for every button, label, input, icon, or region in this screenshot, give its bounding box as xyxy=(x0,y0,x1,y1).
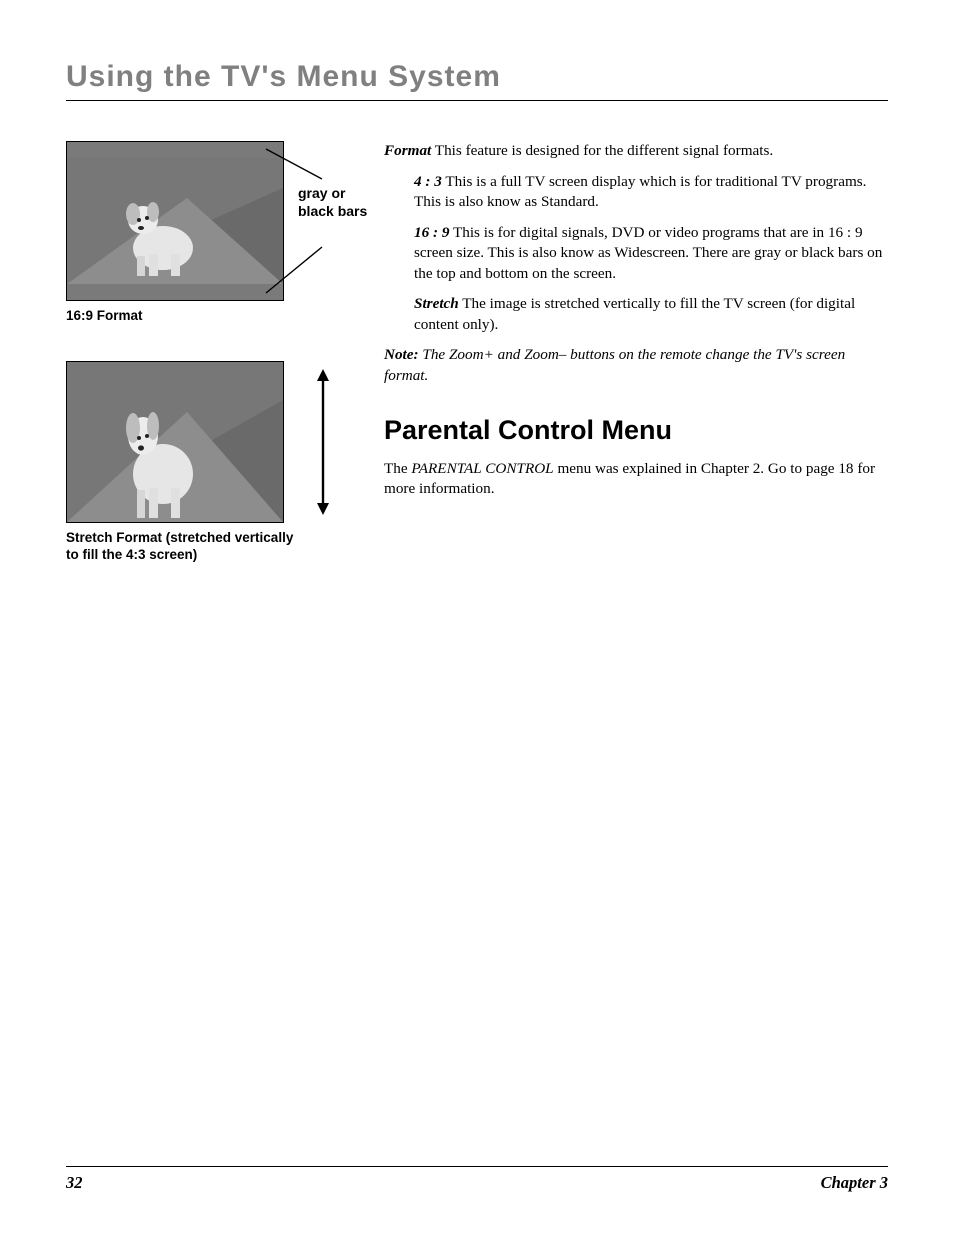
figure-16-9-frame xyxy=(66,141,284,301)
para-format: Format This feature is designed for the … xyxy=(384,141,888,162)
letterbox-bar-top xyxy=(67,142,283,158)
content-row: gray or black bars 16:9 Format xyxy=(66,141,888,564)
para-4-3: 4 : 3 This is a full TV screen display w… xyxy=(414,172,888,213)
caption-16-9: 16:9 Format xyxy=(66,307,376,325)
desc-format: This feature is designed for the differe… xyxy=(431,142,773,159)
figure-16-9: gray or black bars xyxy=(66,141,376,301)
para-16-9: 16 : 9 This is for digital signals, DVD … xyxy=(414,223,888,285)
letterbox-bar-bottom xyxy=(67,284,283,300)
term-format: Format xyxy=(384,142,431,159)
note-text: The Zoom+ and Zoom– buttons on the remot… xyxy=(384,346,845,384)
callout-label: gray or black bars xyxy=(298,185,370,220)
term-16-9: 16 : 9 xyxy=(414,224,449,241)
page-footer: 32 Chapter 3 xyxy=(66,1166,888,1193)
figure-16-9-photo xyxy=(67,158,283,284)
body-column: Format This feature is designed for the … xyxy=(376,141,888,510)
para-stretch: Stretch The image is stretched verticall… xyxy=(414,294,888,335)
chapter-title: Using the TV's Menu System xyxy=(66,60,888,94)
term-stretch: Stretch xyxy=(414,295,459,312)
para-note: Note: The Zoom+ and Zoom– buttons on the… xyxy=(384,345,888,386)
footer-page-number: 32 xyxy=(66,1173,83,1193)
pc-menu-name: PARENTAL CONTROL xyxy=(411,460,553,477)
figure-stretch xyxy=(66,361,376,523)
desc-16-9: This is for digital signals, DVD or vide… xyxy=(414,224,882,282)
footer-chapter-label: Chapter 3 xyxy=(821,1173,888,1193)
caption-stretch: Stretch Format (stretched vertically to … xyxy=(66,529,304,564)
title-rule xyxy=(66,100,888,101)
figures-column: gray or black bars 16:9 Format xyxy=(66,141,376,564)
pc-text-a: The xyxy=(384,460,411,477)
desc-4-3: This is a full TV screen display which i… xyxy=(414,173,866,211)
para-parental-control: The PARENTAL CONTROL menu was explained … xyxy=(384,459,888,500)
figure-stretch-photo xyxy=(66,361,284,523)
term-4-3: 4 : 3 xyxy=(414,173,442,190)
desc-stretch: The image is stretched vertically to fil… xyxy=(414,295,855,333)
stretch-arrow-icon xyxy=(314,369,332,515)
note-label: Note: xyxy=(384,346,419,363)
heading-parental-control: Parental Control Menu xyxy=(384,412,888,448)
